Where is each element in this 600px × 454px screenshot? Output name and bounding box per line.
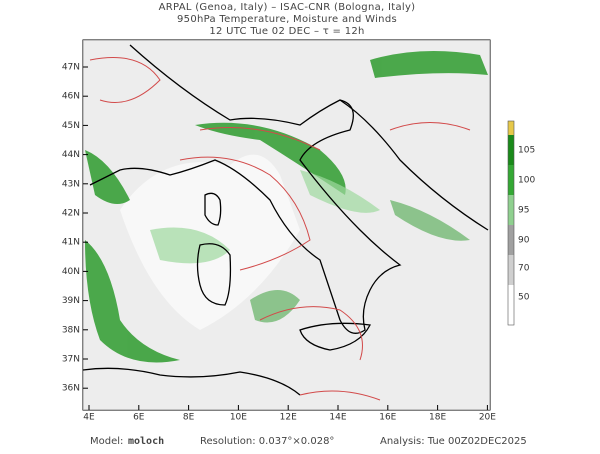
lat-label: 41N (62, 238, 80, 248)
lon-label: 14E (329, 413, 346, 423)
lat-label: 36N (62, 384, 80, 394)
lon-label: 20E (479, 413, 496, 423)
colorbar-label: 50 (518, 293, 530, 303)
lat-label: 39N (62, 296, 80, 306)
colorbar-label: 70 (518, 264, 530, 274)
lat-label: 45N (62, 121, 80, 131)
header-line: 12 UTC Tue 02 DEC – τ = 12h (209, 26, 364, 37)
lon-label: 8E (183, 413, 195, 423)
colorbar (507, 120, 515, 326)
header-line: ARPAL (Genoa, Italy) – ISAC-CNR (Bologna… (159, 2, 416, 13)
footer-resolution: Resolution: 0.037°×0.028° (200, 436, 334, 447)
lon-label: 6E (133, 413, 145, 423)
lat-label: 46N (62, 92, 80, 102)
lat-label: 44N (62, 150, 80, 160)
lon-label: 10E (230, 413, 247, 423)
lat-label: 37N (62, 355, 80, 365)
lon-label: 16E (379, 413, 396, 423)
lat-label: 42N (62, 209, 80, 219)
footer-analysis: Analysis: Tue 00Z02DEC2025 (380, 436, 527, 447)
colorbar-label: 100 (518, 176, 535, 186)
lon-label: 12E (280, 413, 297, 423)
colorbar-label: 105 (518, 146, 535, 156)
footer-label: Model: (90, 436, 123, 447)
lat-label: 40N (62, 267, 80, 277)
lon-label: 4E (83, 413, 95, 423)
map-area (82, 39, 491, 411)
lat-label: 43N (62, 179, 80, 189)
colorbar-label: 95 (518, 206, 529, 216)
header-line: 950hPa Temperature, Moisture and Winds (177, 14, 397, 25)
lon-label: 18E (429, 413, 446, 423)
colorbar-label: 90 (518, 236, 530, 246)
lat-label: 47N (62, 63, 80, 73)
lat-label: 38N (62, 325, 80, 335)
footer-model: moloch (128, 436, 164, 447)
